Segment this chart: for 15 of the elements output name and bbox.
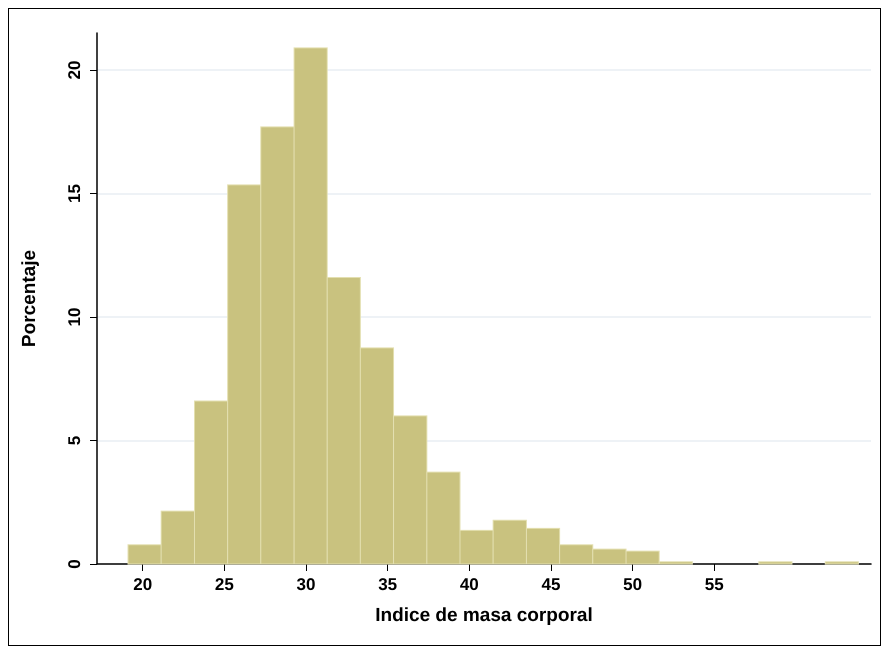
x-tick-label: 30	[296, 575, 316, 594]
x-tick-label: 40	[460, 575, 479, 594]
x-tick-label: 20	[133, 575, 152, 594]
y-tick-label: 0	[65, 559, 84, 569]
y-axis-title: Porcentaje	[19, 250, 40, 348]
x-tick-label: 45	[541, 575, 560, 594]
x-tick-label: 55	[704, 575, 724, 594]
y-tick-label: 20	[65, 60, 84, 80]
y-tick-label: 5	[65, 436, 84, 446]
x-tick-label: 35	[378, 575, 398, 594]
y-tick-label: 15	[65, 184, 84, 203]
y-tick-label: 10	[65, 308, 84, 326]
x-tick-label: 25	[214, 575, 234, 594]
x-axis-title: Indice de masa corporal	[375, 605, 593, 626]
x-tick-label: 50	[623, 575, 642, 594]
